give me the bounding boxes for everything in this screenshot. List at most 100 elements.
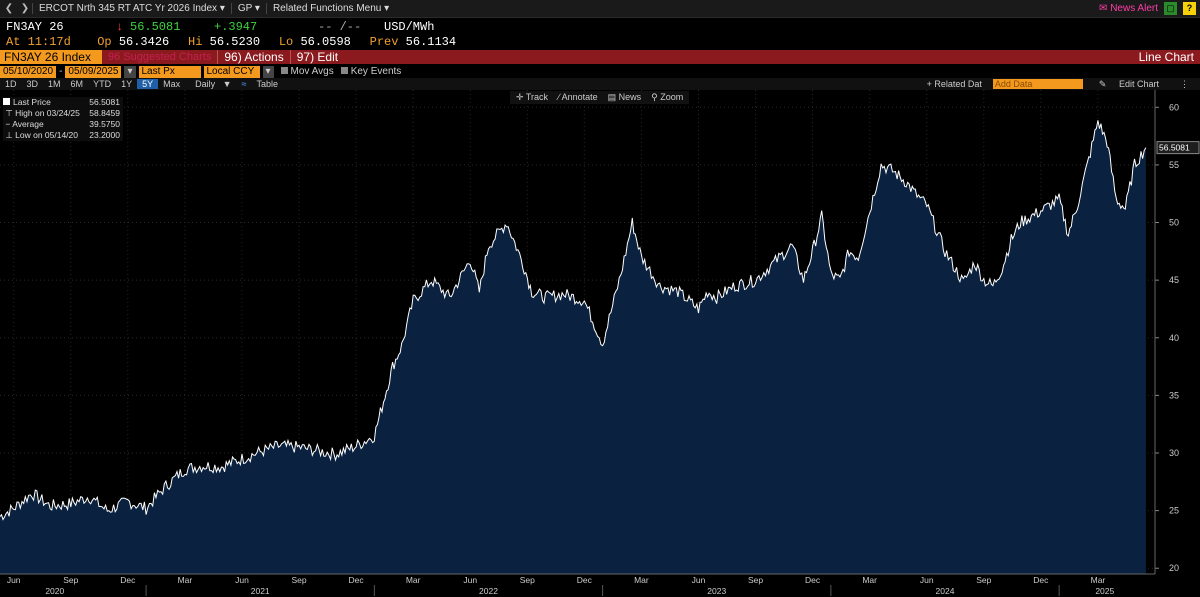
news-button[interactable]: ▤ News [607, 92, 642, 102]
x-month-label: Mar [1091, 575, 1106, 585]
period-1y[interactable]: 1Y [121, 79, 133, 89]
period-3d[interactable]: 3D [26, 79, 39, 89]
x-month-label: Dec [805, 575, 821, 585]
frequency-dropdown[interactable]: Daily ▼ [185, 79, 236, 89]
chart-tools: ✛ Track ∕ Annotate ▤ News ⚲ Zoom [510, 91, 690, 104]
period-5y[interactable]: 5Y [137, 79, 159, 89]
x-month-label: Dec [1033, 575, 1049, 585]
mov-avgs-toggle[interactable]: Mov Avgs [277, 66, 334, 77]
calendar-dropdown-icon[interactable]: ▾ [124, 65, 136, 78]
track-button[interactable]: ✛ Track [516, 92, 549, 102]
units: USD/MWh [384, 20, 435, 34]
open-value: 56.3426 [118, 35, 170, 49]
news-label: News [618, 92, 642, 102]
start-date-input[interactable]: 05/10/2020 [0, 65, 57, 78]
related-data-button[interactable]: + Related Dat [926, 79, 982, 89]
x-month-label: Mar [862, 575, 877, 585]
gp-dropdown[interactable]: GP ▾ [230, 3, 266, 14]
legend-low-value: 23.2000 [89, 130, 120, 140]
low-value: 56.0598 [300, 35, 351, 49]
x-month-label: Mar [178, 575, 193, 585]
last-price-swatch-icon [3, 98, 10, 105]
index-field[interactable]: FN3AY 26 Index [0, 50, 102, 64]
checkbox-icon [280, 67, 288, 74]
y-tick-label: 20 [1169, 563, 1179, 573]
edit-chart-label: Edit Chart [1118, 78, 1159, 89]
zoom-button[interactable]: ⚲ Zoom [651, 92, 684, 102]
chart-type-label: Line Chart [1138, 50, 1194, 64]
x-month-label: Sep [748, 575, 763, 585]
date-separator: - [59, 66, 63, 77]
related-functions-menu[interactable]: Related Functions Menu ▾ [265, 3, 395, 14]
annotate-button[interactable]: ∕ Annotate [558, 92, 598, 102]
options-icon[interactable]: ⋮ [1180, 78, 1189, 89]
last-price-marker: 56.5081 [1156, 141, 1200, 155]
title-bar: FN3AY 26 Index 96 Suggested Charts 96) A… [0, 50, 1200, 64]
security-dropdown[interactable]: ERCOT Nrth 345 RT ATC Yr 2026 Index ▾ [32, 3, 231, 14]
legend-low-label: Low on 05/14/20 [15, 130, 78, 140]
news-alert-button[interactable]: ✉ News Alert [1099, 3, 1158, 14]
x-year-label: 2024 [936, 586, 955, 596]
end-date-input[interactable]: 05/09/2025 [65, 65, 122, 78]
last-price-box [1156, 141, 1200, 155]
track-label: Track [525, 92, 549, 102]
help-button[interactable]: ? [1183, 2, 1196, 15]
key-events-label: Key Events [350, 66, 402, 77]
field-selector[interactable]: Last Px [138, 65, 201, 78]
x-month-label: Jun [692, 575, 706, 585]
legend-avg-label: Average [12, 119, 44, 129]
suggested-charts-button[interactable]: 96 Suggested Charts [108, 51, 212, 63]
frequency-label: Daily [195, 79, 216, 89]
legend-last-value: 56.5081 [89, 97, 120, 107]
x-month-label: Dec [120, 575, 136, 585]
back-arrow-icon[interactable]: ❮ [4, 3, 14, 14]
forward-arrow-icon[interactable]: ❯ [20, 3, 30, 14]
legend-last-label: Last Price [13, 97, 51, 107]
currency-dropdown-icon[interactable]: ▾ [262, 65, 274, 78]
edit-chart-button[interactable]: ✎ Edit Chart [1089, 79, 1169, 90]
high-label: Hi [188, 35, 203, 49]
period-1d[interactable]: 1D [5, 79, 17, 89]
x-month-label: Dec [577, 575, 593, 585]
key-events-toggle[interactable]: Key Events [337, 66, 402, 77]
actions-button[interactable]: 96) Actions [217, 50, 289, 64]
x-month-label: Jun [920, 575, 934, 585]
y-tick-label: 35 [1169, 390, 1179, 400]
y-tick-label: 50 [1169, 218, 1179, 228]
ticker: FN3AY 26 [6, 20, 64, 34]
x-month-label: Sep [976, 575, 991, 585]
y-axis: 20 25 30 35 40 45 50 55 60 [1154, 90, 1179, 574]
chart-legend: Last Price 56.5081 ⊤ High on 03/24/25 58.8… [3, 97, 123, 141]
y-tick-label: 25 [1169, 506, 1179, 516]
currency-selector[interactable]: Local CCY [203, 65, 260, 78]
x-year-label: 2020 [45, 586, 64, 596]
controls-bar: 05/10/2020 - 05/09/2025 ▾ Last Px Local … [0, 65, 1200, 78]
period-ytd[interactable]: YTD [93, 79, 112, 89]
y-tick-label: 40 [1169, 333, 1179, 343]
period-6m[interactable]: 6M [70, 79, 84, 89]
x-month-label: Mar [406, 575, 421, 585]
security-name: ERCOT Nrth 345 RT ATC Yr 2026 Index [39, 3, 218, 14]
time-value: 11:17d [27, 35, 71, 49]
window-icon[interactable]: ▢ [1164, 2, 1177, 15]
high-value: 56.5230 [209, 35, 261, 49]
down-arrow-icon: ↓ [116, 20, 124, 34]
period-bar: 1D 3D 1M 6M YTD 1Y 5Y Max Daily ▼ ≈ Tabl… [0, 78, 1200, 90]
prev-label: Prev [369, 35, 399, 49]
period-1m[interactable]: 1M [48, 79, 61, 89]
y-tick-label: 55 [1169, 160, 1179, 170]
edit-button[interactable]: 97) Edit [289, 50, 344, 64]
add-data-input[interactable]: Add Data [992, 79, 1083, 89]
open-label: Op [97, 35, 112, 49]
chart-style-icon[interactable]: ≈ [241, 79, 247, 89]
legend-avg-value: 39.5750 [89, 119, 120, 129]
zoom-label: Zoom [660, 92, 684, 102]
table-button[interactable]: Table [256, 79, 279, 89]
period-max[interactable]: Max [163, 79, 181, 89]
last-price: 56.5081 [130, 20, 181, 34]
x-month-label: Mar [634, 575, 649, 585]
top-toolbar: ❮ ❯ ERCOT Nrth 345 RT ATC Yr 2026 Index … [0, 0, 1200, 18]
price-change: +.3947 [214, 20, 258, 34]
checkbox-icon [340, 67, 348, 74]
